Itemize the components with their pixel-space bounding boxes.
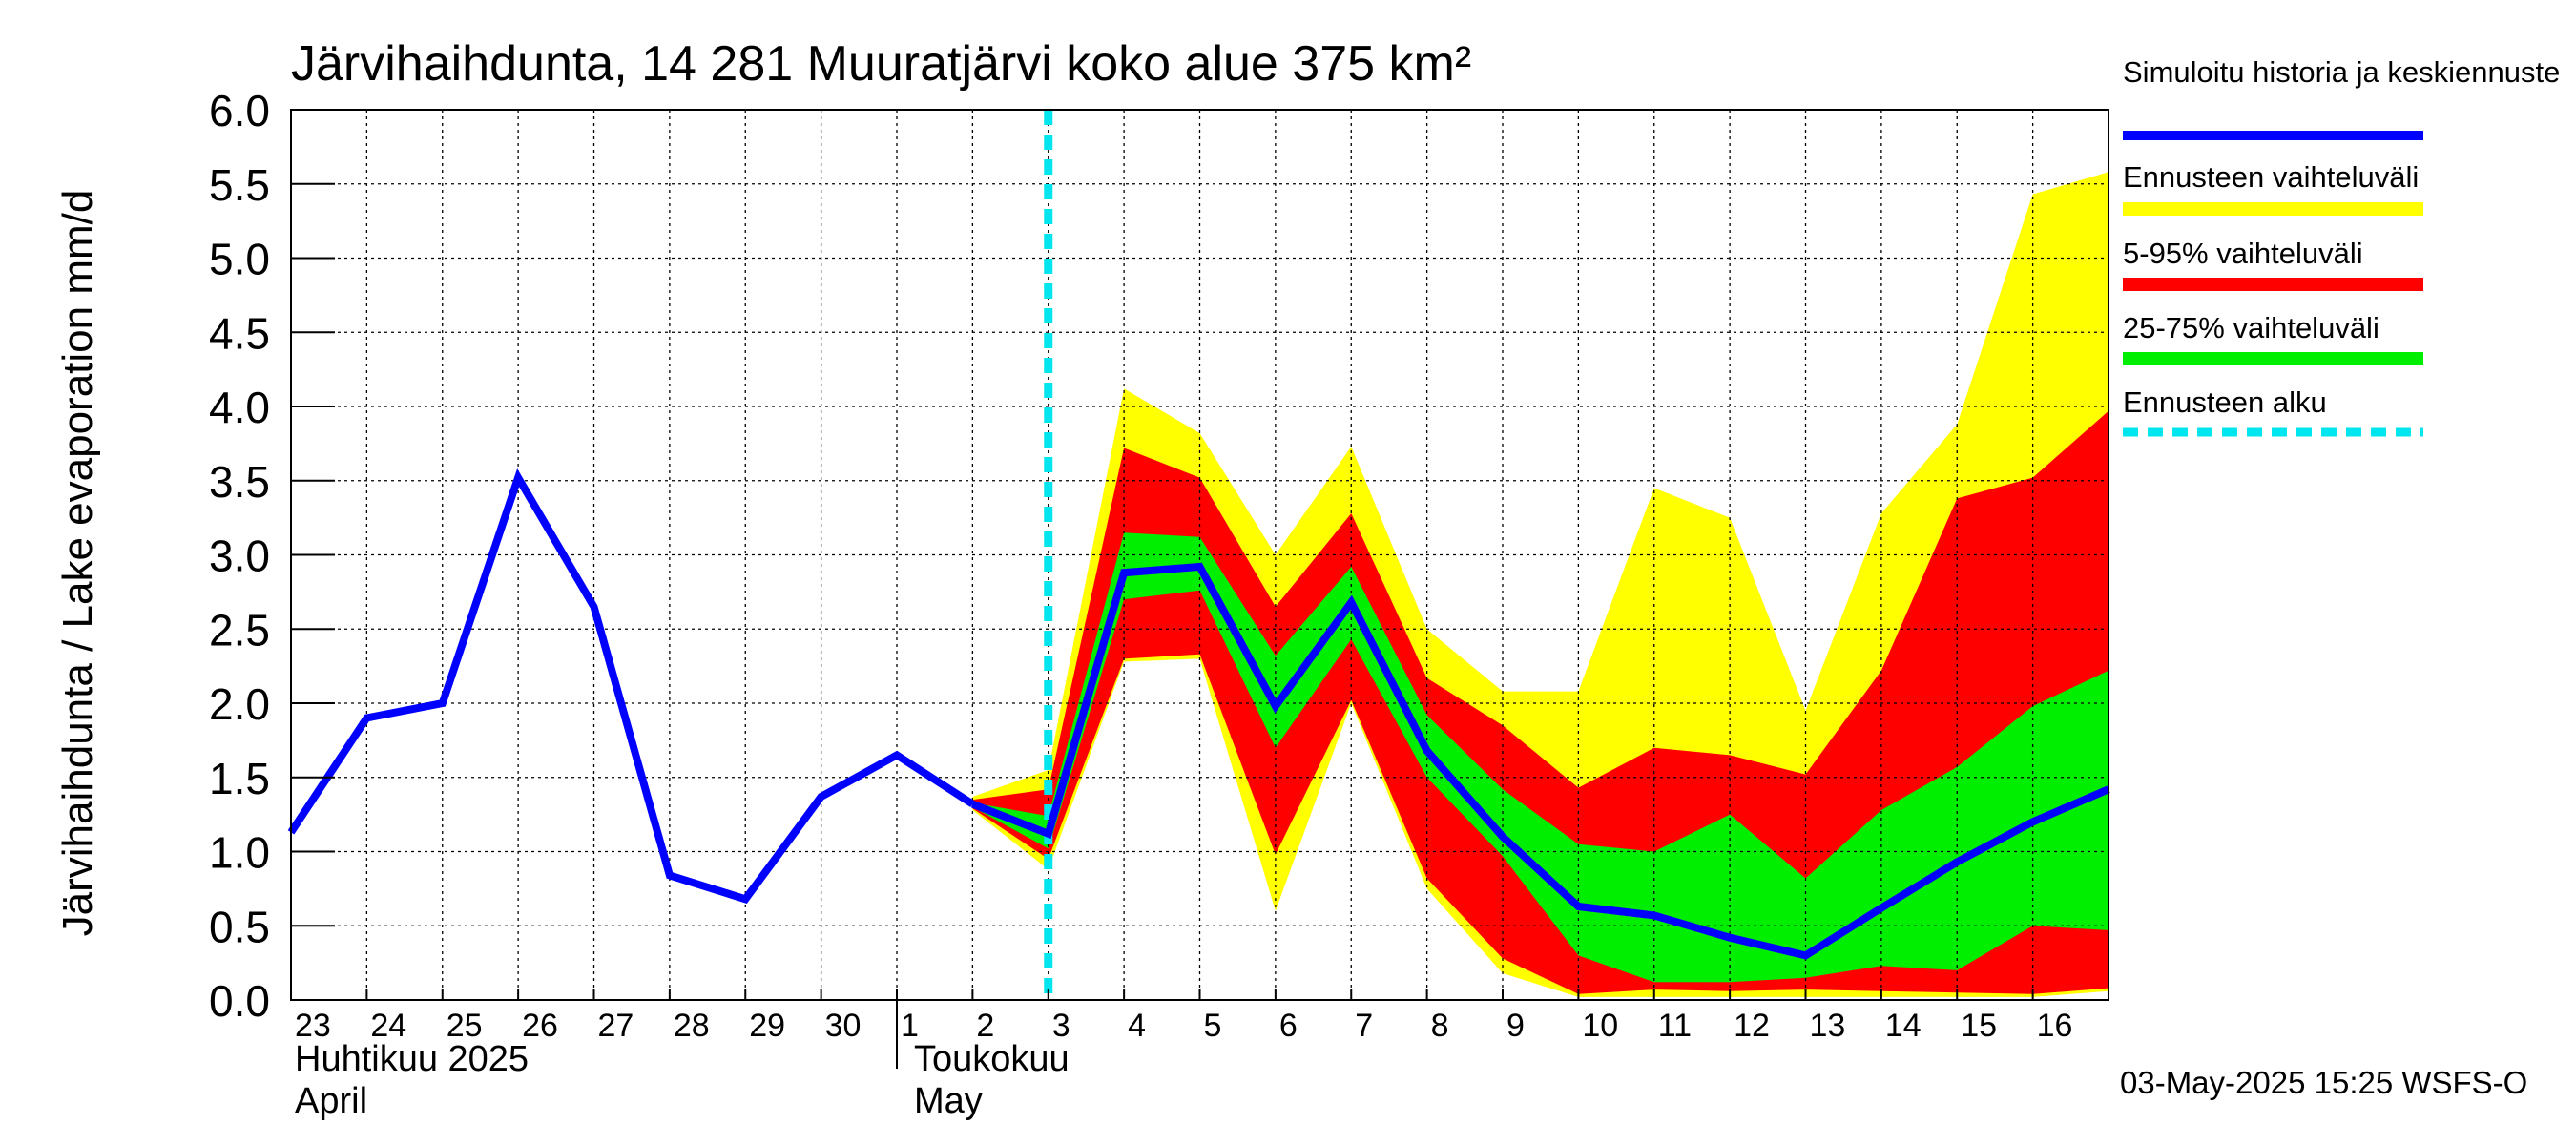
y-tick-label: 0.0 [209,976,270,1026]
legend-label-p5-p95: 5-95% vaihteluväli [2123,237,2363,270]
x-tick-label: 3 [1052,1008,1070,1044]
footer-timestamp: 03-May-2025 15:25 WSFS-O [2120,1065,2527,1100]
y-tick-label: 1.5 [209,754,270,803]
legend-swatch-p5-p95 [2123,278,2423,291]
x-tick-label: 6 [1279,1008,1298,1044]
x-tick-label: 2 [976,1008,994,1044]
x-tick-label: 12 [1734,1008,1770,1044]
x-tick-label: 27 [598,1008,634,1044]
legend-label-p25-p75: 25-75% vaihteluväli [2123,311,2379,344]
legend-label-total-range: Ennusteen vaihteluväli [2123,160,2419,194]
y-tick-label: 5.5 [209,160,270,210]
legend-label-simulated: Simuloitu historia ja keskiennuste [2123,55,2560,89]
band-p25-p75 [972,532,2109,983]
x-tick-label: 11 [1658,1008,1692,1044]
legend-label-forecast-start: Ennusteen alku [2123,385,2327,419]
y-axis-label: Järvihaihdunta / Lake evaporation mm/d [54,190,101,937]
x-tick-label: 5 [1204,1008,1222,1044]
x-tick-label: 16 [2037,1008,2073,1044]
x-tick-label: 28 [674,1008,710,1044]
x-tick-label: 4 [1128,1008,1146,1044]
month-label-en: May [914,1081,983,1121]
legend-swatch-p25-p75 [2123,352,2423,365]
y-tick-label: 5.0 [209,235,270,284]
legend-swatch-simulated [2123,131,2423,140]
data-lines [287,110,2110,1000]
chart-title: Järvihaihdunta, 14 281 Muuratjärvi koko … [291,36,1471,92]
month-label: Toukokuu [914,1039,1070,1079]
x-tick-label: 15 [1961,1008,1997,1044]
x-tick-label: 25 [447,1008,483,1044]
y-tick-label: 3.5 [209,457,270,507]
x-tick-label: 13 [1810,1008,1846,1044]
forecast-bands [972,172,2109,997]
x-tick-label: 23 [295,1008,331,1044]
x-tick-label: 30 [825,1008,862,1044]
axes: 0.0 0.5 1.0 1.5 2.0 2.5 3.0 3.5 4.0 4.5 5.0 5.5 6.0 2… [209,86,2109,1121]
y-tick-label: 2.5 [209,605,270,655]
legend-swatch-total-range [2123,202,2423,216]
history-line [287,468,975,904]
x-tick-label: 26 [522,1008,558,1044]
x-tick-label: 7 [1355,1008,1373,1044]
y-tick-label: 2.0 [209,679,270,729]
x-tick-label: 29 [749,1008,785,1044]
x-tick-label: 9 [1506,1008,1525,1044]
y-tick-label: 6.0 [209,86,270,135]
x-tick-label: 8 [1431,1008,1449,1044]
median-forecast-line [970,562,2110,960]
x-tick-label: 1 [901,1008,919,1044]
y-tick-label: 4.5 [209,308,270,358]
band-p5-p95 [972,410,2109,994]
x-tick-label: 14 [1885,1008,1922,1044]
y-tick-label: 3.0 [209,531,270,581]
legend: Simuloitu historia ja keskiennuste Ennus… [2123,55,2560,437]
y-tick-label: 1.0 [209,828,270,878]
x-tick-label: 10 [1582,1008,1618,1044]
x-tick-label: 24 [370,1008,406,1044]
y-tick-label: 4.0 [209,383,270,432]
y-tick-label: 0.5 [209,902,270,951]
month-label: Huhtikuu 2025 [295,1039,529,1079]
month-label-en: April [295,1081,367,1121]
